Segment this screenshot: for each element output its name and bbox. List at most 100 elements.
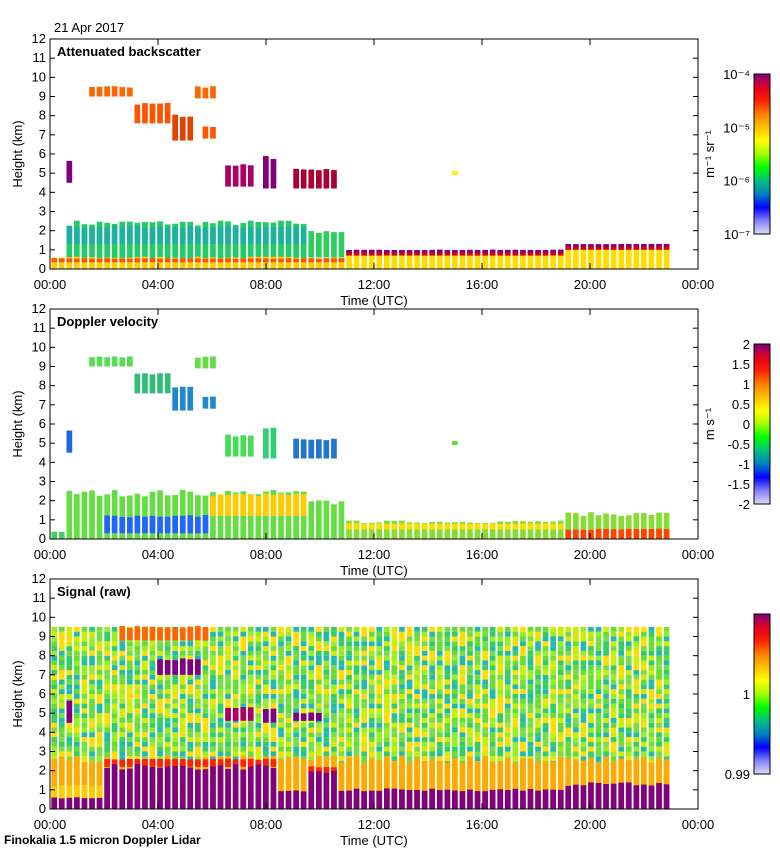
data-cell [278,256,284,269]
data-cell [149,258,156,269]
data-cell [331,258,337,263]
data-cell [656,694,662,699]
data-cell [142,708,148,714]
y-tick-label: 1 [39,512,46,527]
data-cell [512,722,519,728]
x-axis-label: Time (UTC) [340,293,407,308]
data-cell [104,670,110,675]
data-cell [51,758,58,809]
data-cell [656,746,662,752]
data-cell [482,631,488,637]
data-cell [142,698,148,704]
data-cell [610,660,617,666]
data-cell [406,670,413,675]
data-cell [436,251,443,256]
data-cell [89,703,95,709]
data-cell [663,665,670,671]
data-cell [368,631,375,637]
data-cell [625,689,632,694]
data-cell [414,641,420,647]
data-cell [157,226,163,245]
data-cell [255,703,262,709]
data-cell [134,515,141,534]
data-cell [285,258,292,263]
data-cell [467,674,473,680]
data-cell [247,737,254,742]
data-cell [618,718,625,723]
data-cell [482,708,488,714]
data-cell [127,627,133,641]
data-cell [66,684,73,690]
data-cell [467,684,473,690]
data-cell [573,679,579,685]
data-cell [618,689,625,694]
colorbar-tick-label: 10⁻⁷ [724,227,750,242]
data-cell [557,641,564,647]
data-cell [504,650,511,656]
data-cell [520,727,526,733]
data-cell [444,762,451,809]
data-cell [74,655,80,661]
data-cell [89,708,95,714]
data-cell [217,674,224,680]
data-cell [361,650,367,656]
data-cell [240,698,247,704]
data-cell [391,727,398,733]
data-cell [421,253,428,269]
data-cell [603,636,609,642]
data-cell [134,763,141,809]
data-cell [535,684,541,690]
data-cell [316,258,322,263]
data-cell [164,258,171,263]
data-cell [300,684,307,690]
data-cell [633,626,640,632]
data-cell [444,636,451,642]
data-cell [610,689,617,694]
data-cell [512,252,519,256]
data-cell [610,698,617,704]
data-cell [270,646,277,651]
data-cell [164,627,171,641]
data-cell [474,761,481,809]
data-cell [512,650,519,656]
data-cell [610,713,617,718]
data-cell [376,722,383,728]
data-cell [361,684,367,690]
data-cell [603,746,609,752]
data-cell [232,679,239,685]
data-cell [346,665,352,671]
data-cell [89,751,95,757]
data-cell [633,660,640,666]
data-cell [179,737,186,742]
footer-label: Finokalia 1.5 micron Doppler Lidar [4,833,201,847]
data-cell [66,756,73,762]
data-cell [557,746,564,752]
data-cell [66,679,73,685]
data-cell [300,258,307,263]
data-cell [104,727,110,733]
data-cell [361,636,367,642]
data-cell [641,679,647,685]
data-cell [134,650,141,656]
data-cell [149,684,156,690]
data-cell [270,655,277,661]
data-cell [550,521,556,539]
data-cell [535,655,541,661]
data-cell [217,713,224,718]
data-cell [255,626,262,632]
data-cell [603,655,609,661]
data-cell [580,760,587,809]
data-cell [278,751,284,757]
data-cell [429,741,435,747]
data-cell [316,741,322,747]
data-cell [603,708,609,714]
data-cell [210,718,216,723]
data-cell [293,493,299,516]
data-cell [300,631,307,637]
data-cell [195,756,201,762]
data-cell [270,759,277,767]
data-cell [361,665,367,671]
data-cell [573,718,579,723]
data-cell [111,258,118,263]
data-cell [157,641,163,647]
